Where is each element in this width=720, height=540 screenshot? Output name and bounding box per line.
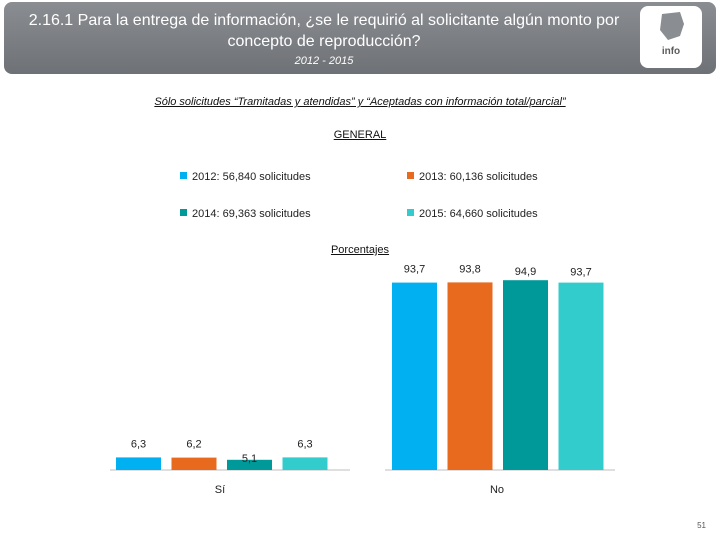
legend-swatch-2012 [180,172,187,179]
category-label-no: No [490,484,504,496]
category-label-si: Sí [215,484,225,496]
legend-item-2014: 2014: 69,363 solicitudes [180,208,311,220]
bar-no-2014 [503,280,548,470]
data-label-no-2015: 93,7 [570,267,591,279]
legend-label-2012: 2012: 56,840 solicitudes [192,171,311,183]
data-label-no-2014: 94,9 [515,266,536,278]
data-label-si-2015: 6,3 [297,438,312,450]
subtitle: Sólo solicitudes “Tramitadas y atendidas… [154,96,566,108]
bar-no-2015 [558,282,604,470]
bar-no-2012 [392,282,437,470]
legend-swatch-2015 [407,209,414,216]
chart-title: GENERAL [333,129,387,141]
y-axis-label: Porcentajes [330,244,390,256]
data-label-si-2012: 6,3 [131,438,146,450]
legend-label-2014: 2014: 69,363 solicitudes [192,208,311,220]
data-label-no-2013: 93,8 [459,263,480,275]
bar-no-2013 [447,282,493,470]
bar-si-2012 [116,457,161,470]
year-range: 2012 - 2015 [294,55,354,67]
legend-item-2013: 2013: 60,136 solicitudes [407,171,538,183]
legend-item-2015: 2015: 64,660 solicitudes [407,208,538,220]
data-label-si-2014: 5,1 [242,453,257,465]
legend-swatch-2013 [407,172,414,179]
logo-icon [660,12,684,40]
page-number: 51 [697,521,706,530]
bar-si-2014 [227,459,272,470]
logo-text: info [661,46,681,57]
legend-label-2013: 2013: 60,136 solicitudes [419,171,538,183]
bar-si-2015 [282,457,328,470]
bar-si-2013 [171,457,217,470]
page-title: 2.16.1 Para la entrega de información, ¿… [28,12,620,50]
data-label-si-2013: 6,2 [186,439,201,451]
info-logo: info [640,6,702,68]
legend-item-2012: 2012: 56,840 solicitudes [180,171,311,183]
data-label-no-2012: 93,7 [404,264,425,276]
header-banner: 2.16.1 Para la entrega de información, ¿… [4,2,716,74]
legend-label-2015: 2015: 64,660 solicitudes [419,208,538,220]
legend-swatch-2014 [180,209,187,216]
